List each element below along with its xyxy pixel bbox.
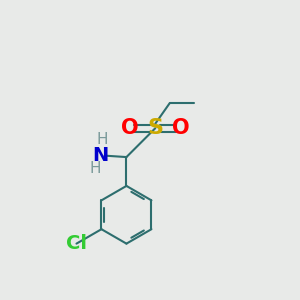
Text: Cl: Cl: [66, 234, 87, 253]
Text: H: H: [89, 161, 101, 176]
Text: O: O: [121, 118, 138, 138]
Text: N: N: [92, 146, 109, 165]
Text: S: S: [147, 118, 163, 138]
Text: H: H: [96, 132, 108, 147]
Text: O: O: [172, 118, 190, 138]
